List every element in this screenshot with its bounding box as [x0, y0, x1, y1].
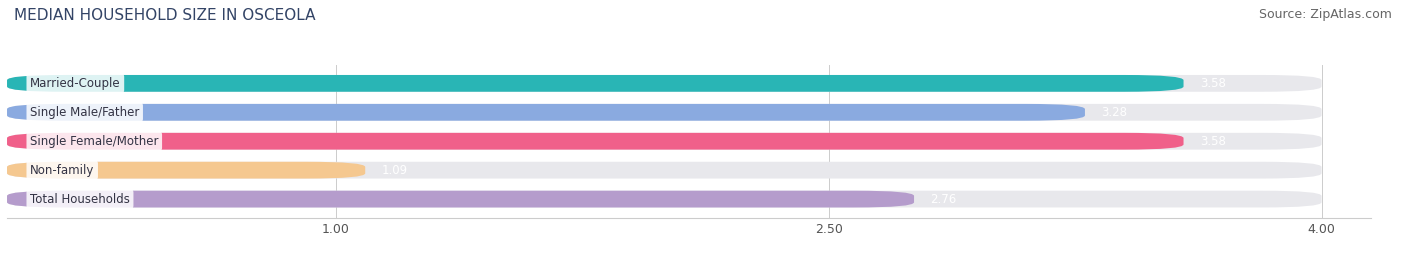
- FancyBboxPatch shape: [7, 75, 1184, 92]
- FancyBboxPatch shape: [7, 133, 1322, 150]
- FancyBboxPatch shape: [7, 162, 1322, 179]
- FancyBboxPatch shape: [7, 75, 1322, 92]
- Text: Total Households: Total Households: [30, 193, 129, 206]
- Text: Single Female/Mother: Single Female/Mother: [30, 135, 159, 148]
- FancyBboxPatch shape: [7, 191, 914, 207]
- Text: 1.09: 1.09: [381, 164, 408, 177]
- Text: 3.58: 3.58: [1199, 135, 1226, 148]
- FancyBboxPatch shape: [7, 104, 1322, 121]
- Text: 2.76: 2.76: [931, 193, 956, 206]
- Text: 3.28: 3.28: [1101, 106, 1128, 119]
- FancyBboxPatch shape: [7, 133, 1184, 150]
- FancyBboxPatch shape: [7, 162, 366, 179]
- Text: Source: ZipAtlas.com: Source: ZipAtlas.com: [1258, 8, 1392, 21]
- Text: 3.58: 3.58: [1199, 77, 1226, 90]
- Text: MEDIAN HOUSEHOLD SIZE IN OSCEOLA: MEDIAN HOUSEHOLD SIZE IN OSCEOLA: [14, 8, 315, 23]
- Text: Married-Couple: Married-Couple: [30, 77, 121, 90]
- Text: Single Male/Father: Single Male/Father: [30, 106, 139, 119]
- Text: Non-family: Non-family: [30, 164, 94, 177]
- FancyBboxPatch shape: [7, 191, 1322, 207]
- FancyBboxPatch shape: [7, 104, 1085, 121]
